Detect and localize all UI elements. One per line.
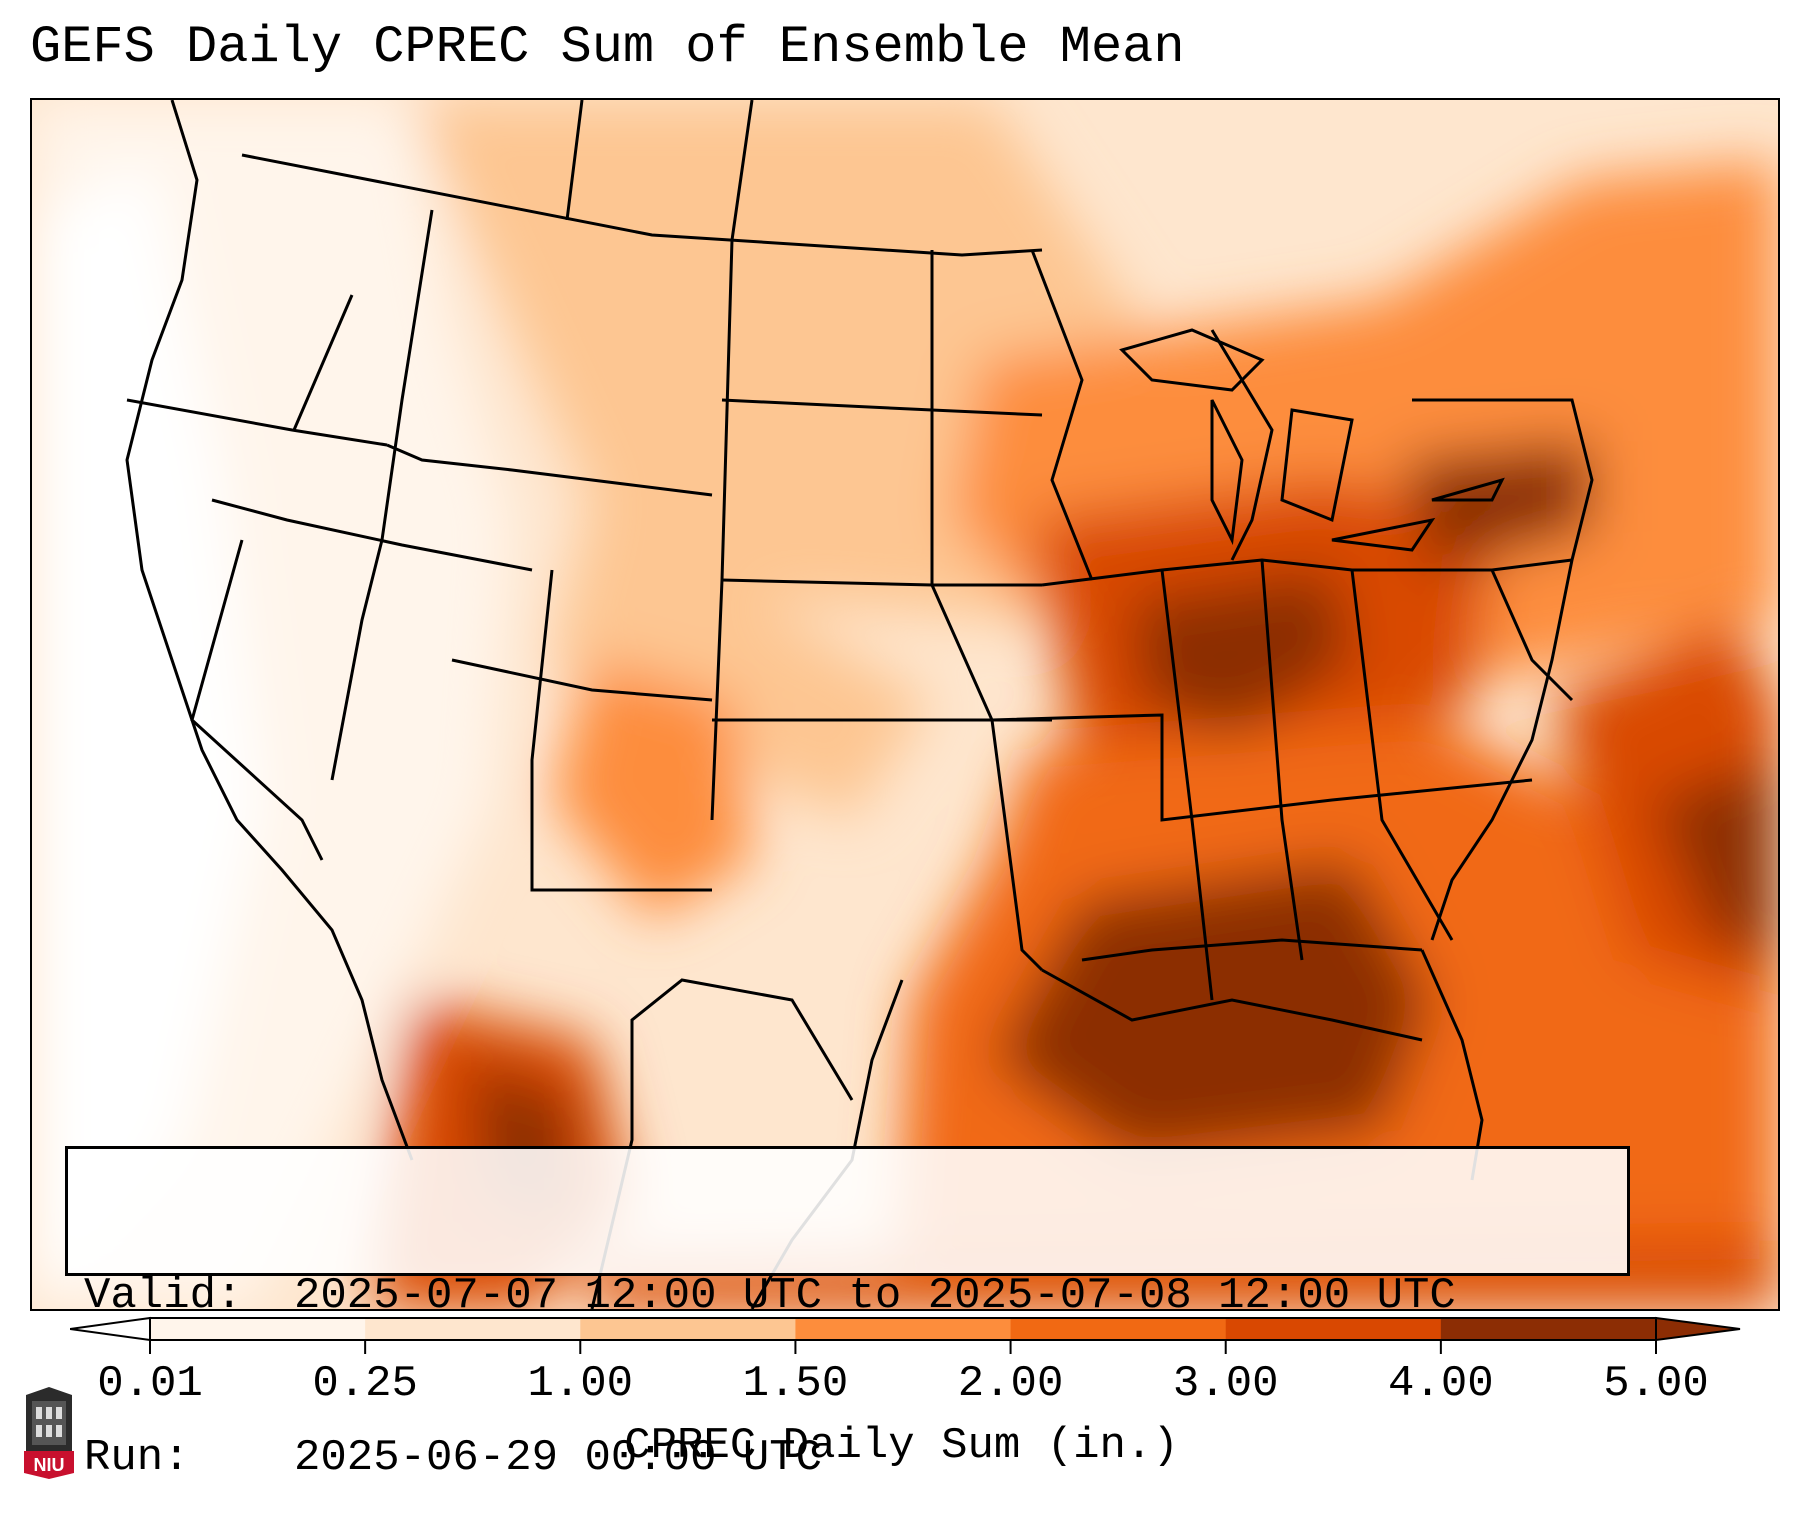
colorbar-title: CPREC Daily Sum (in.) [624, 1421, 1179, 1471]
valid-label: Valid: [84, 1271, 243, 1321]
colorbar-segment [795, 1318, 1012, 1340]
colorbar-extend-low [70, 1316, 151, 1342]
colorbar-tick-label: 1.00 [527, 1359, 634, 1409]
colorbar-segment [1440, 1318, 1657, 1340]
niu-logo-icon: NIU [24, 1387, 74, 1479]
colorbar-tick-label: 0.01 [97, 1359, 203, 1409]
colorbar-tick-label: 4.00 [1388, 1359, 1494, 1409]
colorbar-outline [149, 1317, 1657, 1341]
colorbar-segment [580, 1318, 796, 1340]
colorbar-tick-label: 2.00 [957, 1359, 1064, 1409]
precipitation-map[interactable] [30, 98, 1780, 1311]
map-title: GEFS Daily CPREC Sum of Ensemble Mean [30, 18, 1185, 77]
colorbar [70, 1316, 1741, 1354]
colorbar-tick-label: 0.25 [312, 1359, 418, 1409]
valid-value: 2025-07-07 12:00 UTC to 2025-07-08 12:00… [294, 1271, 1456, 1321]
great-lakes [1119, 328, 1505, 552]
map-canvas [32, 100, 1778, 1309]
run-value: 2025-06-29 00:00 UTC [294, 1433, 823, 1483]
colorbar-segment [365, 1318, 581, 1340]
run-label: Run: [84, 1433, 190, 1483]
colorbar-tick-label: 3.00 [1172, 1359, 1279, 1409]
colorbar-segment [150, 1318, 366, 1340]
colorbar-segment [1225, 1318, 1442, 1340]
state-boundaries [125, 100, 1594, 1309]
colorbar-tick-label: 5.00 [1603, 1359, 1709, 1409]
validity-info-box: Valid: 2025-07-07 12:00 UTC to 2025-07-08… [65, 1146, 1630, 1483]
logo-text: NIU [34, 1455, 65, 1475]
colorbar-segment [1010, 1318, 1227, 1340]
colorbar-ticks [149, 1340, 1657, 1354]
colorbar-segments [70, 1316, 1741, 1342]
colorbar-tick-label: 1.50 [742, 1359, 849, 1409]
colorbar-extend-high [1655, 1316, 1741, 1342]
